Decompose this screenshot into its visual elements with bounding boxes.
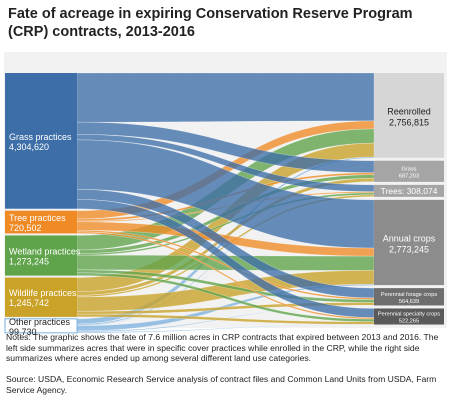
chart-notes: Notes: The graphic shows the fate of 7.6… <box>6 332 439 364</box>
target-node-trees <box>374 184 444 197</box>
target-node-reenrolled <box>374 73 444 158</box>
source-label-grass-practices: Grass practices <box>9 132 72 142</box>
target-value-perennial-specialty-crops: 522,265 <box>399 319 419 325</box>
target-value-grass: 687,203 <box>399 173 419 179</box>
source-label-wetland-practices: Wetland practices <box>9 247 81 257</box>
source-value-tree-practices: 720,502 <box>9 223 42 233</box>
source-value-wetland-practices: 1,273,245 <box>9 257 49 267</box>
source-node-grass-practices <box>5 73 77 209</box>
target-label-reenrolled: Reenrolled <box>387 106 431 116</box>
target-label-perennial-forage-crops: Perennial forage crops <box>381 292 437 298</box>
flows-group <box>76 72 375 334</box>
target-label-grass: Grass <box>402 166 417 172</box>
target-value-reenrolled: 2,756,815 <box>389 117 429 127</box>
source-value-grass-practices: 4,304,620 <box>9 142 49 152</box>
target-label-annual-crops: Annual crops <box>383 233 436 243</box>
target-label-trees: Trees: 308,074 <box>381 186 438 196</box>
target-value-perennial-forage-crops: 564,639 <box>399 299 419 305</box>
target-node-grass <box>374 160 444 182</box>
source-value-wildlife-practices: 1,245,742 <box>9 298 49 308</box>
target-value-annual-crops: 2,773,245 <box>389 244 429 254</box>
source-node-wetland-practices <box>5 235 77 276</box>
source-label-other-practices: Other practices <box>9 317 71 327</box>
target-node-perennial-forage-crops <box>374 288 444 306</box>
chart-source: Source: USDA, Economic Research Service … <box>6 374 437 395</box>
source-node-wildlife-practices <box>5 277 77 317</box>
target-node-annual-crops <box>374 199 444 286</box>
source-node-tree-practices <box>5 210 77 234</box>
chart-title: Fate of acreage in expiring Conservation… <box>8 6 413 40</box>
source-node-other-practices <box>4 318 78 334</box>
flow-grass-practices-to-reenrolled <box>76 72 375 123</box>
source-value-other-practices: 99,730 <box>9 327 37 337</box>
source-label-wildlife-practices: Wildlife practices <box>9 288 77 298</box>
flow-other-practices-to-perennial-specialty-crops <box>76 324 375 334</box>
target-node-perennial-specialty-crops <box>374 308 444 325</box>
target-label-perennial-specialty-crops: Perennial specialty crops <box>378 312 440 318</box>
source-label-tree-practices: Tree practices <box>9 213 66 223</box>
